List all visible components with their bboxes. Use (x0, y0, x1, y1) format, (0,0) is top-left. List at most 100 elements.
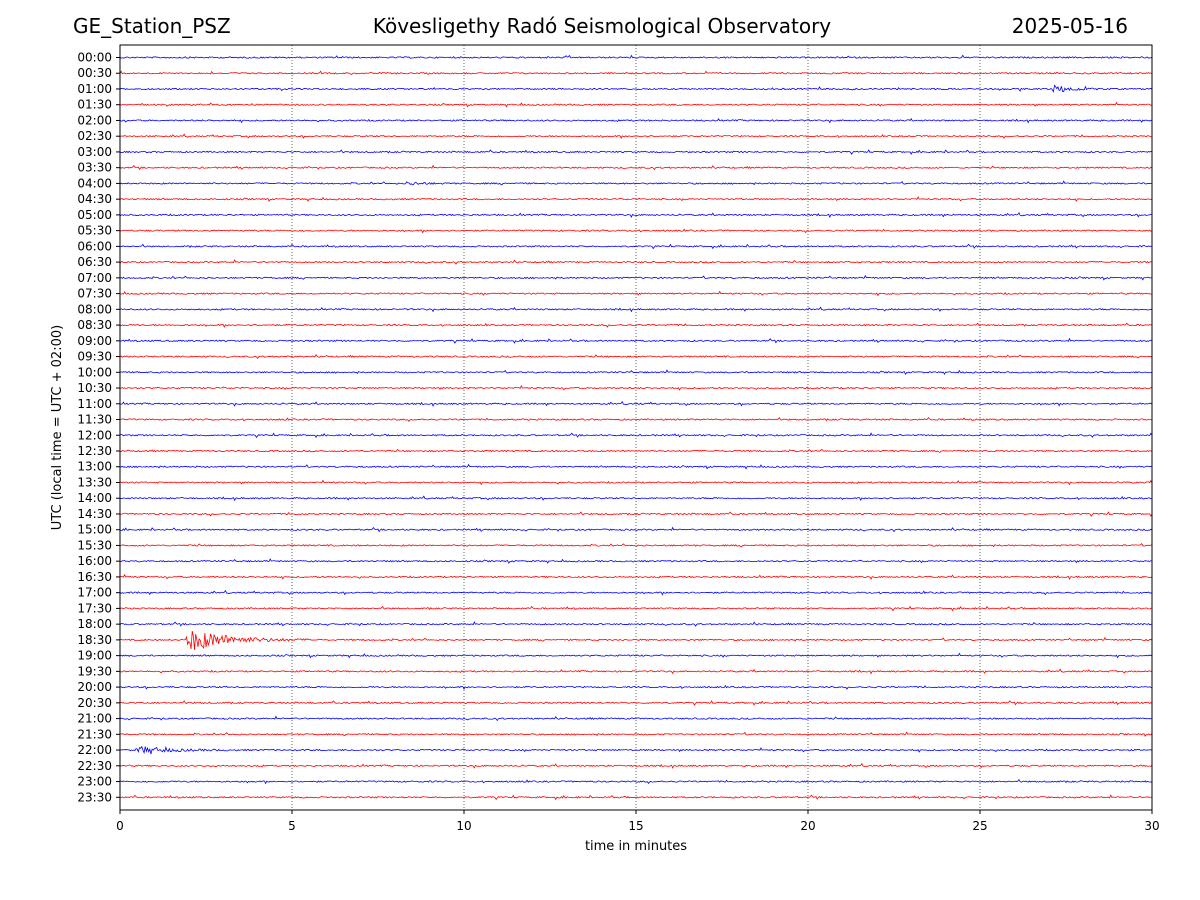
y-tick-label: 03:00 (77, 145, 112, 159)
y-tick-label: 08:30 (77, 318, 112, 332)
y-tick-label: 17:00 (77, 586, 112, 600)
trace-1330 (119, 479, 1153, 486)
y-tick-label: 22:00 (77, 743, 112, 757)
y-tick-label: 05:30 (77, 224, 112, 238)
y-tick-label: 14:00 (77, 491, 112, 505)
y-tick-label: 19:00 (77, 649, 112, 663)
y-tick-label: 20:30 (77, 696, 112, 710)
trace-0500 (119, 212, 1153, 218)
trace-0830 (119, 322, 1153, 328)
x-tick-label: 0 (116, 819, 124, 833)
y-tick-label: 00:30 (77, 66, 112, 80)
y-tick-label: 11:00 (77, 397, 112, 411)
y-tick-label: 16:00 (77, 554, 112, 568)
y-tick-label: 01:00 (77, 82, 112, 96)
x-tick-label: 25 (972, 819, 987, 833)
trace-1300 (119, 463, 1153, 470)
y-tick-label: 06:30 (77, 255, 112, 269)
grid-lines (291, 45, 981, 810)
trace-0900 (119, 337, 1153, 344)
y-tick-label: 22:30 (77, 759, 112, 773)
y-tick-label: 13:30 (77, 475, 112, 489)
trace-1800 (119, 621, 1153, 627)
x-tick-label: 20 (800, 819, 815, 833)
trace-0230 (119, 133, 1153, 140)
trace-1230 (119, 448, 1153, 453)
trace-0600 (119, 243, 1153, 250)
y-axis-label: UTC (local time = UTC + 02:00) (50, 325, 65, 530)
trace-0630 (119, 259, 1153, 265)
y-tick-label: 07:00 (77, 271, 112, 285)
y-tick-label: 15:00 (77, 523, 112, 537)
x-axis-ticks: 0 5 10 15 20 25 30 (116, 810, 1160, 833)
trace-2130 (119, 731, 1153, 738)
x-tick-label: 30 (1144, 819, 1159, 833)
y-tick-label: 21:00 (77, 712, 112, 726)
x-tick-label: 10 (456, 819, 471, 833)
trace-0000 (119, 54, 1153, 59)
y-tick-label: 03:30 (77, 161, 112, 175)
trace-0400 (119, 180, 1153, 186)
trace-2000 (119, 684, 1153, 690)
y-tick-label: 17:30 (77, 601, 112, 615)
y-tick-label: 18:30 (77, 633, 112, 647)
station-name: GE_Station_PSZ (73, 14, 231, 38)
y-tick-label: 11:30 (77, 413, 112, 427)
trace-2230 (119, 762, 1153, 769)
trace-0330 (119, 164, 1153, 171)
x-tick-label: 5 (288, 819, 296, 833)
y-tick-label: 09:30 (77, 350, 112, 364)
y-tick-label: 01:30 (77, 98, 112, 112)
y-tick-label: 02:00 (77, 113, 112, 127)
y-tick-label: 12:00 (77, 428, 112, 442)
trace-1500 (119, 526, 1153, 533)
trace-1630 (119, 573, 1153, 580)
y-tick-label: 04:30 (77, 192, 112, 206)
y-tick-label: 23:00 (77, 775, 112, 789)
trace-1000 (119, 369, 1153, 376)
trace-1400 (119, 495, 1153, 502)
trace-1200 (119, 432, 1153, 439)
y-tick-label: 15:30 (77, 538, 112, 552)
y-tick-label: 16:30 (77, 570, 112, 584)
x-tick-label: 15 (628, 819, 643, 833)
y-tick-label: 18:00 (77, 617, 112, 631)
trace-0530 (119, 228, 1153, 234)
trace-0700 (119, 274, 1153, 281)
trace-1130 (119, 416, 1153, 423)
trace-2330 (119, 794, 1153, 801)
y-tick-label: 00:00 (77, 51, 112, 65)
y-tick-label: 10:00 (77, 365, 112, 379)
trace-0200 (119, 117, 1153, 124)
y-tick-label: 10:30 (77, 381, 112, 395)
y-tick-label: 13:00 (77, 460, 112, 474)
trace-1100 (119, 400, 1153, 407)
y-tick-label: 14:30 (77, 507, 112, 521)
trace-0130 (119, 101, 1153, 108)
y-tick-label: 04:00 (77, 176, 112, 190)
x-axis-label: time in minutes (585, 839, 687, 854)
trace-0100 (119, 84, 1153, 93)
y-tick-label: 20:00 (77, 680, 112, 694)
trace-0930 (119, 353, 1153, 360)
trace-1430 (119, 511, 1153, 517)
y-tick-label: 08:00 (77, 302, 112, 316)
observatory-title: Kövesligethy Radó Seismological Observat… (372, 14, 832, 38)
y-tick-label: 05:00 (77, 208, 112, 222)
y-tick-label: 07:30 (77, 287, 112, 301)
y-tick-label: 02:30 (77, 129, 112, 143)
trace-1030 (119, 385, 1153, 391)
y-tick-label: 19:30 (77, 664, 112, 678)
trace-1600 (119, 558, 1153, 564)
trace-0300 (119, 149, 1153, 155)
trace-2200 (119, 745, 1153, 755)
trace-0730 (119, 290, 1153, 297)
y-tick-label: 06:00 (77, 239, 112, 253)
trace-0030 (119, 70, 1153, 76)
seismic-traces (119, 54, 1153, 801)
y-tick-label: 09:00 (77, 334, 112, 348)
trace-2100 (119, 715, 1153, 722)
trace-1830 (119, 630, 1153, 650)
trace-1700 (119, 589, 1153, 596)
